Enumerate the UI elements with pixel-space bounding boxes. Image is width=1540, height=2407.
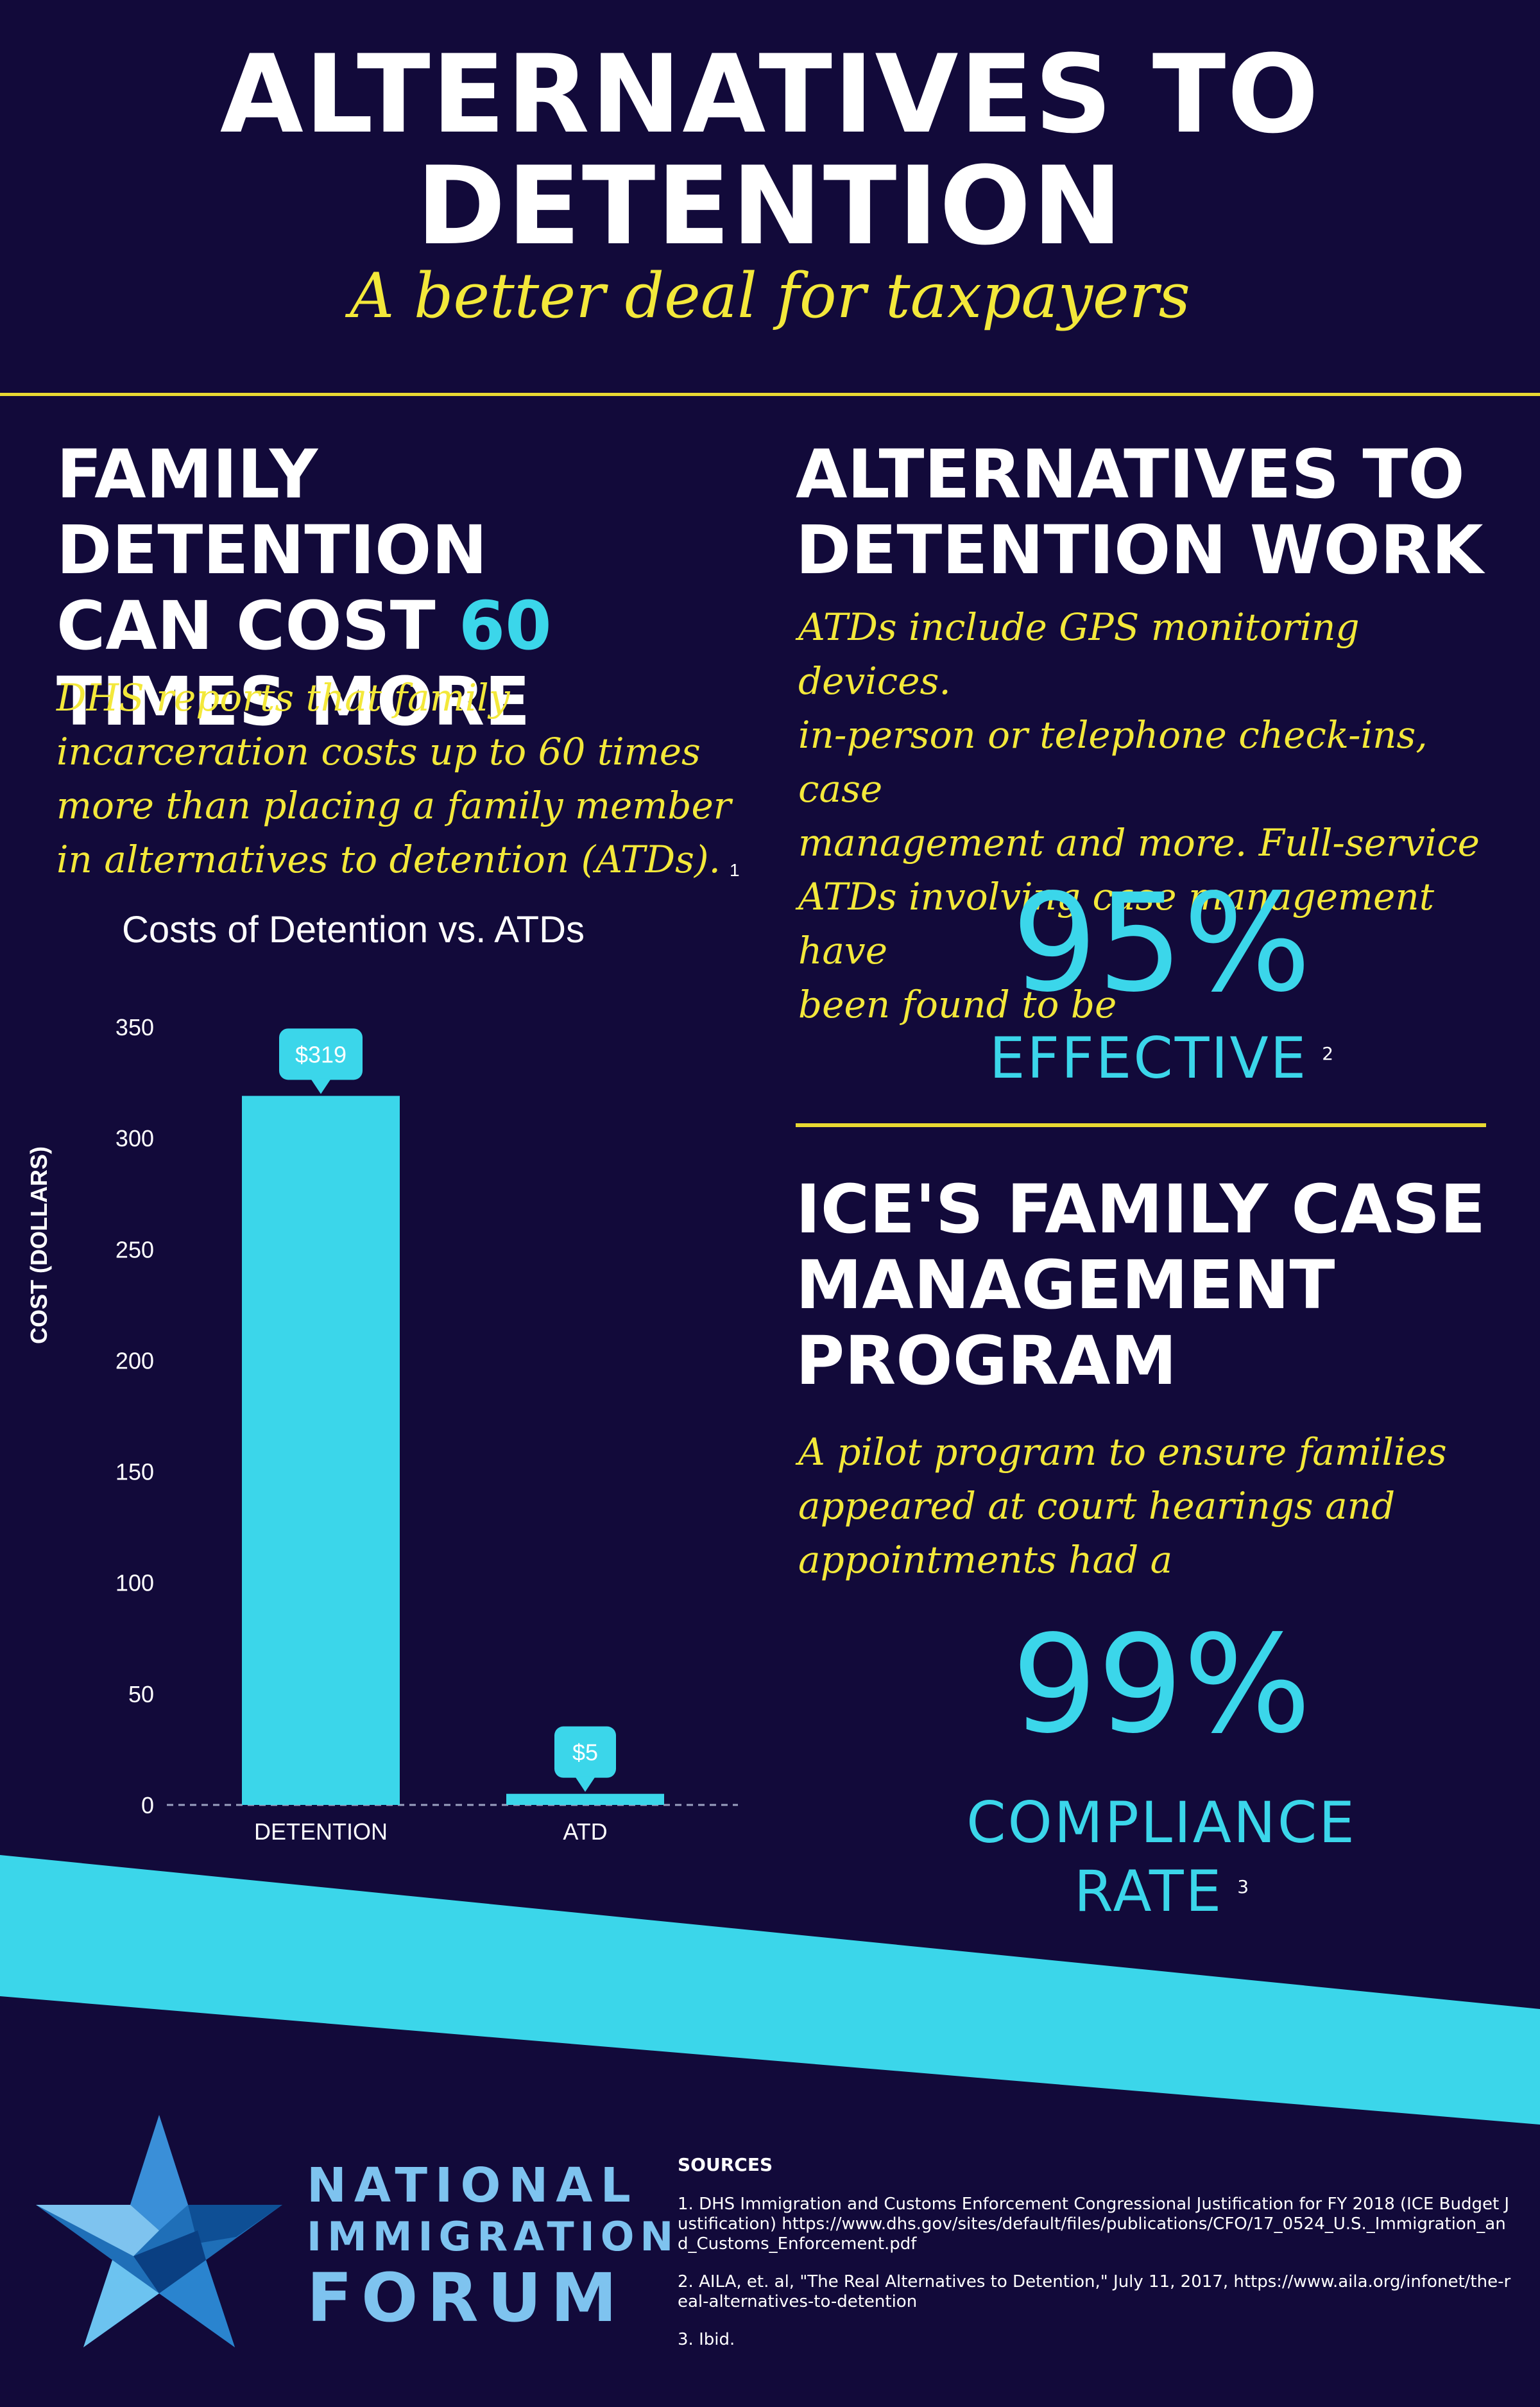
bar [242, 1096, 400, 1805]
right-top-heading: ALTERNATIVES TO DETENTION WORK [796, 436, 1514, 588]
source-2: 2. AILA, et. al, "The Real Alternatives … [678, 2272, 1511, 2311]
org-name: NATIONAL IMMIGRATION FORUM [307, 2158, 679, 2335]
y-tick-label: 50 [128, 1681, 154, 1707]
page-title-line1: ALTERNATIVES TO [219, 31, 1321, 157]
y-tick-label: 300 [116, 1125, 154, 1152]
left-heading-highlight: 60 [458, 587, 552, 665]
right-top-body-line5: been found to be [798, 983, 1117, 1026]
left-body-line2: incarceration costs up to 60 times [56, 730, 701, 773]
right-bottom-heading-line1: ICE'S FAMILY CASE [796, 1170, 1486, 1248]
right-top-body-line4: ATDs involving case management have [798, 875, 1435, 972]
org-name-line2: IMMIGRATION [307, 2213, 680, 2260]
page-title-line2: DETENTION [416, 143, 1124, 269]
page-subtitle: A better deal for taxpayers [350, 260, 1190, 332]
right-bottom-body-line3: appointments had a [798, 1538, 1173, 1582]
left-body-line1: DHS reports that family [56, 676, 510, 720]
right-top-body-line1: ATDs include GPS monitoring devices. [798, 605, 1360, 703]
right-bottom-heading-line3: PROGRAM [796, 1322, 1177, 1400]
footnote-1: 1 [729, 860, 740, 880]
page-title: ALTERNATIVES TO DETENTION [0, 39, 1540, 262]
y-tick-label: 250 [116, 1236, 154, 1263]
data-label-pointer [575, 1776, 595, 1792]
source-1: 1. DHS Immigration and Customs Enforceme… [678, 2195, 1510, 2254]
right-bottom-heading: ICE'S FAMILY CASE MANAGEMENT PROGRAM [796, 1171, 1514, 1399]
y-tick-label: 150 [116, 1459, 154, 1485]
right-bottom-heading-line2: MANAGEMENT [796, 1246, 1335, 1324]
chart-title: Costs of Detention vs. ATDs [122, 909, 585, 951]
left-heading-line3: TIMES MORE [56, 662, 531, 741]
compliance-stat-label-line1: COMPLIANCE [966, 1790, 1356, 1856]
compliance-stat-value: 99% [1011, 1606, 1312, 1763]
org-name-line3: FORUM [307, 2259, 626, 2337]
source-3: 3. Ibid. [678, 2330, 735, 2349]
bar-chart: 0 50 100 150 200 250 300 350 DETENTION $319 ATD $5 [116, 1014, 738, 1845]
data-label: $5 [572, 1739, 598, 1766]
data-label-bubble [279, 1028, 363, 1080]
y-tick-label: 200 [116, 1347, 154, 1374]
x-tick-label: DETENTION [254, 1818, 388, 1845]
data-label-pointer [311, 1078, 331, 1094]
left-body-line4: in alternatives to detention (ATDs). 1 [56, 833, 775, 897]
left-body-line4-text: in alternatives to detention (ATDs). [56, 838, 721, 881]
effective-stat-label-text: EFFECTIVE [989, 1025, 1308, 1091]
left-heading: FAMILY DETENTION CAN COST 60 TIMES MORE [56, 436, 762, 739]
right-divider [796, 1123, 1486, 1127]
header-divider [0, 393, 1540, 396]
effective-stat-value: 95% [1011, 865, 1312, 1022]
right-bottom-body: A pilot program to ensure families appea… [798, 1425, 1523, 1587]
left-heading-line2-text: CAN COST [56, 587, 459, 665]
right-bottom-body-line2: appeared at court hearings and [798, 1484, 1396, 1528]
footnote-3: 3 [1237, 1876, 1249, 1897]
y-tick-label: 0 [141, 1792, 154, 1818]
right-bottom-body-line1: A pilot program to ensure families [798, 1430, 1447, 1474]
y-tick-label: 100 [116, 1570, 154, 1596]
org-name-line1: NATIONAL [307, 2158, 638, 2213]
compliance-stat-label-line2: RATE 3 [834, 1855, 1489, 1924]
compliance-stat-label-line2-text: RATE [1074, 1858, 1224, 1924]
x-tick-label: ATD [563, 1818, 607, 1845]
compliance-stat-label: COMPLIANCE RATE 3 [834, 1791, 1489, 1924]
left-body-line3: more than placing a family member [56, 784, 732, 827]
left-heading-line2: CAN COST 60 [56, 588, 762, 664]
bar [506, 1793, 664, 1805]
effective-stat-label: EFFECTIVE 2 [886, 1022, 1437, 1091]
data-label: $319 [295, 1041, 346, 1067]
left-body: DHS reports that family incarceration co… [56, 671, 775, 897]
right-top-body-line3: management and more. Full-service [798, 821, 1480, 865]
sources: SOURCES 1. DHS Immigration and Customs E… [678, 2154, 1512, 2368]
right-top-body-line2: in-person or telephone check-ins, case [798, 713, 1428, 811]
footnote-2: 2 [1322, 1043, 1334, 1064]
sources-heading: SOURCES [678, 2154, 773, 2175]
right-top-body: ATDs include GPS monitoring devices. in-… [798, 600, 1523, 1031]
right-top-heading-line2: DETENTION WORK [796, 511, 1484, 589]
right-top-heading-line1: ALTERNATIVES TO [796, 435, 1465, 513]
y-tick-label: 350 [116, 1014, 154, 1040]
star-icon [36, 2115, 282, 2347]
data-label-bubble [554, 1726, 616, 1778]
left-heading-line1: FAMILY DETENTION [56, 435, 488, 589]
